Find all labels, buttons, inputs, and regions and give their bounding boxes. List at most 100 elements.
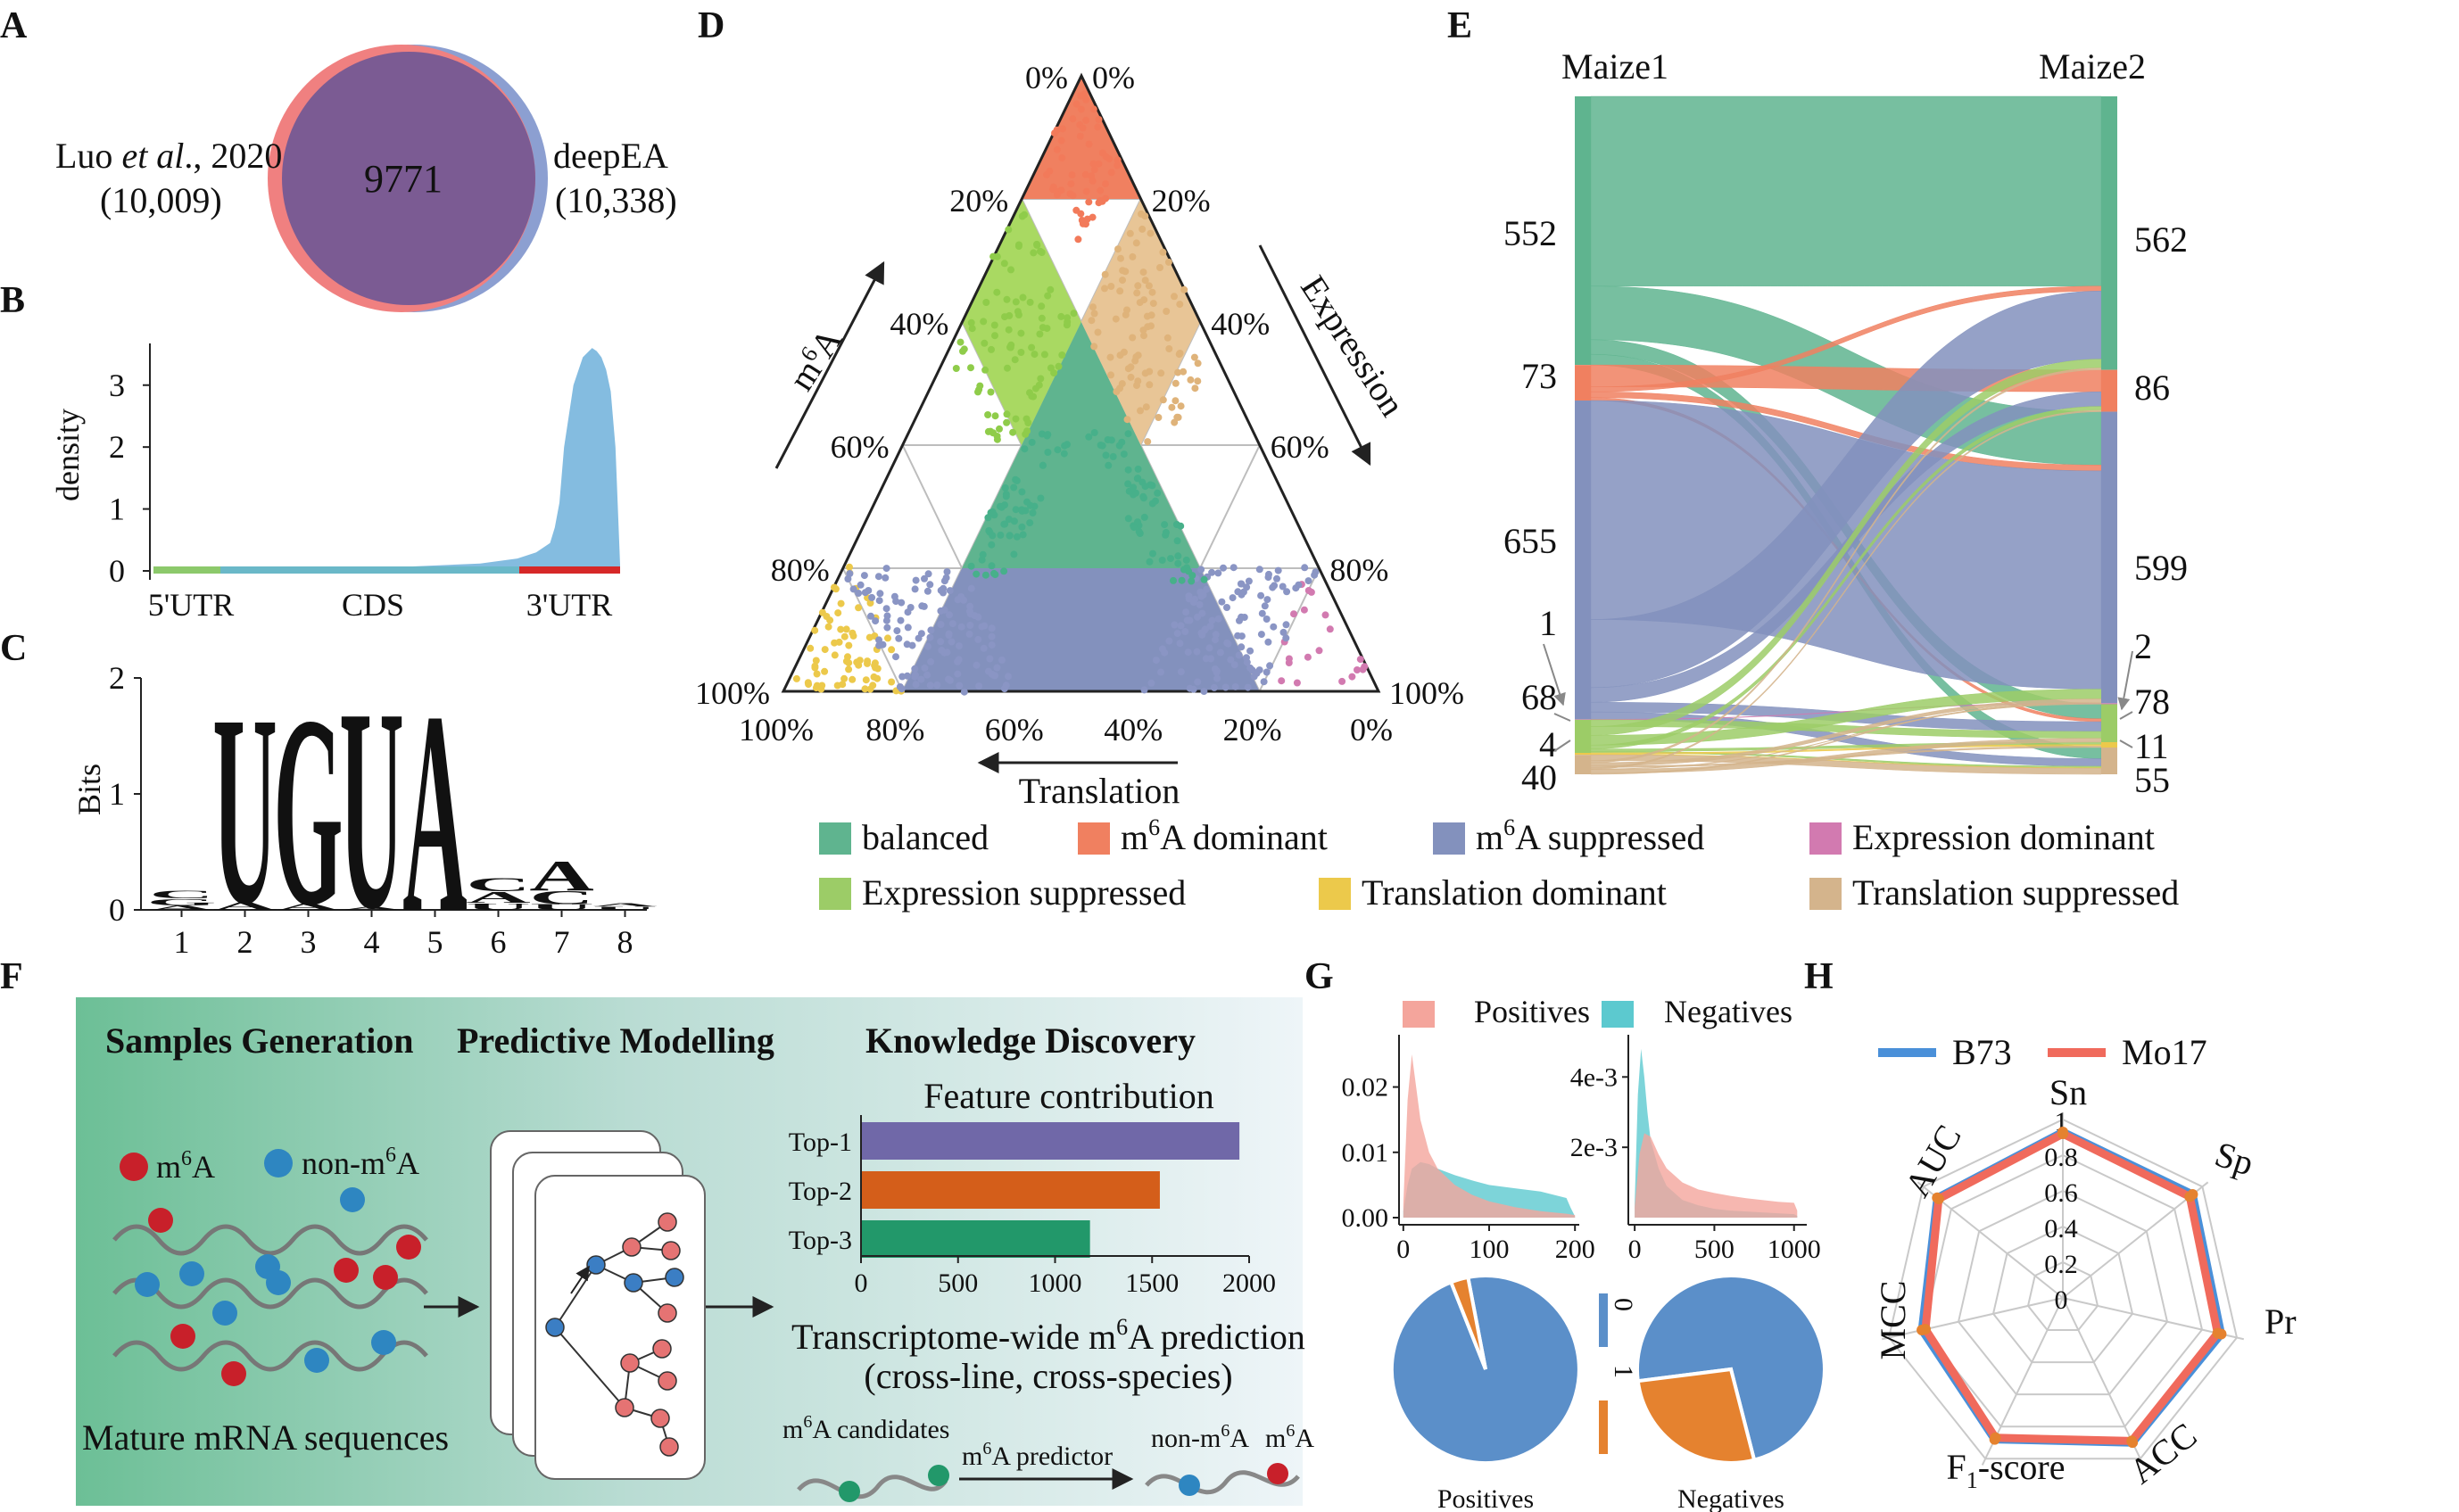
ternary-point [1053, 145, 1061, 153]
ternary-point [945, 675, 952, 683]
sankey-left-title: Maize1 [1561, 46, 1668, 87]
ternary-point [956, 338, 965, 346]
ternary-point [1038, 314, 1046, 322]
ternary-point [1193, 648, 1201, 656]
ternary-point [1194, 613, 1201, 621]
ternary-point [1089, 160, 1097, 168]
motif-letter-u: U [529, 903, 593, 912]
tree-node [658, 1371, 677, 1391]
ternary-point [1167, 555, 1174, 563]
ternary-point [1212, 631, 1220, 639]
ternary-point [1012, 298, 1020, 306]
ternary-point [990, 321, 998, 329]
ternary-point [967, 318, 975, 326]
ternary-point [1224, 640, 1232, 648]
ternary-point [1230, 661, 1238, 669]
ternary-point [1018, 212, 1026, 220]
ternary-point [1174, 559, 1182, 567]
ternary-point [988, 562, 996, 570]
ternary-point [1005, 226, 1013, 234]
sankey-right-value: 55 [2134, 760, 2170, 800]
ternary-point [1012, 506, 1020, 514]
panel-letter-b: B [0, 280, 25, 321]
ternary-point [845, 665, 853, 673]
ternary-point [855, 590, 863, 597]
ternary-point [1265, 570, 1272, 578]
ternary-point [849, 585, 857, 593]
ternary-point [1053, 191, 1061, 199]
dist-left-xtick-label: 100 [1470, 1235, 1510, 1264]
legend-label-expression-suppressed: Expression suppressed [862, 872, 1186, 913]
density-ytick-label: 2 [109, 429, 125, 465]
ternary-point [844, 653, 851, 661]
ternary-point [1140, 686, 1148, 694]
ternary-point [1221, 683, 1230, 691]
ternary-left-tick: 60% [831, 429, 890, 465]
legend-label-expression-dominant: Expression dominant [1852, 817, 2155, 857]
ternary-point [926, 682, 934, 690]
ternary-point [868, 593, 876, 601]
ternary-point [1026, 519, 1034, 527]
ternary-point [1161, 521, 1169, 529]
ternary-point [1102, 194, 1110, 202]
ternary-point [1210, 683, 1218, 691]
ternary-point [1234, 588, 1242, 596]
ternary-point [874, 573, 882, 581]
ternary-point [1018, 523, 1026, 531]
ternary-point [952, 365, 960, 372]
ternary-point [1307, 588, 1315, 596]
ternary-point [1200, 688, 1208, 695]
ternary-point [1190, 353, 1198, 361]
tree-node [622, 1237, 642, 1257]
ternary-point [1269, 583, 1277, 591]
panel-letter-f: F [0, 956, 23, 997]
density-region-5utr: 5'UTR [148, 587, 235, 623]
ternary-point [1198, 631, 1206, 639]
ternary-point [924, 570, 932, 578]
ternary-point [1069, 192, 1077, 200]
radar-rtick-label: 0.4 [2044, 1214, 2078, 1243]
ternary-point [834, 609, 842, 617]
ternary-point [1129, 334, 1137, 342]
ternary-point [1043, 432, 1051, 440]
ternary-point [1282, 621, 1290, 629]
ternary-point [981, 366, 989, 374]
ternary-point [804, 679, 812, 687]
ternary-point [1177, 622, 1185, 630]
ternary-point [1180, 368, 1188, 376]
sankey-node-left [1575, 755, 1591, 774]
ternary-point [946, 611, 953, 619]
ternary-point [1187, 376, 1195, 384]
ternary-point [979, 550, 987, 558]
ternary-point [1301, 564, 1309, 572]
radar-grid-ring [2026, 1260, 2099, 1331]
ternary-point [1282, 634, 1290, 642]
feature-xtick-label: 2000 [1222, 1268, 1276, 1298]
ternary-point [1132, 489, 1139, 497]
ternary-point [1137, 407, 1144, 415]
ternary-point [988, 541, 996, 549]
ternary-point [1214, 569, 1222, 577]
ternary-point [1234, 632, 1242, 640]
ternary-point [1046, 167, 1054, 175]
region-bar-3utr [519, 566, 620, 574]
sankey-flow [1590, 95, 2102, 287]
ternary-point [1036, 330, 1044, 338]
panel-letter-a: A [0, 5, 28, 46]
ternary-point [1338, 677, 1346, 685]
ternary-point [1140, 332, 1147, 340]
ternary-point [1077, 105, 1085, 113]
ternary-point [1081, 170, 1089, 178]
m6a-site-icon [170, 1324, 195, 1349]
ternary-point [897, 616, 905, 624]
ternary-point [1050, 369, 1058, 377]
ternary-point [1181, 628, 1189, 635]
ternary-point [1244, 683, 1252, 691]
legend-swatch-translation-dominant [1319, 878, 1351, 910]
ternary-point [1223, 604, 1230, 611]
ternary-point [1123, 306, 1130, 314]
sankey-right-value: 11 [2134, 726, 2169, 766]
radar-grid-ring [1922, 1153, 2204, 1428]
ternary-point [1273, 574, 1280, 582]
